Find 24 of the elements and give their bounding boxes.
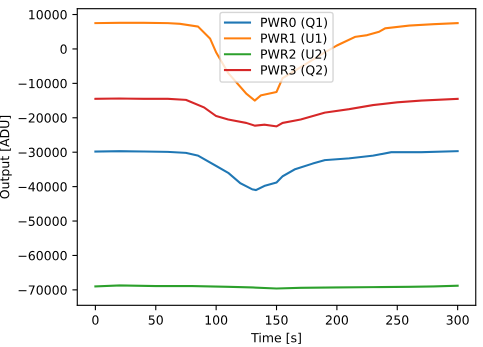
legend-label: PWR2 (U2) [261,49,326,60]
x-tick-label: 100 [206,315,228,325]
x-tick-label: 300 [446,315,469,325]
y-tick-label: 10000 [29,10,67,20]
legend-label: PWR3 (Q2) [261,64,327,76]
x-tick-label: 0 [92,315,99,325]
y-tick-label: −50000 [18,216,67,226]
y-tick-label: −30000 [18,148,67,158]
y-tick-label: 0 [60,44,67,54]
x-tick-label: 200 [326,315,348,325]
y-tick-label: −20000 [18,113,67,123]
line-series [94,97,459,128]
line-series [94,150,459,192]
y-tick-label: −40000 [18,182,67,192]
x-tick-label: 50 [148,315,163,325]
y-axis-title: Output [ADU] [0,116,12,199]
x-axis-title: Time [s] [251,332,301,344]
y-tick-label: −10000 [18,78,67,88]
y-tick-label: −60000 [18,250,67,260]
x-tick-label: 150 [266,315,288,325]
y-tick-label: −70000 [18,285,67,295]
x-tick-label: 250 [386,315,408,325]
legend-label: PWR1 (U1) [261,33,326,44]
legend-label: PWR0 (Q1) [261,17,327,29]
